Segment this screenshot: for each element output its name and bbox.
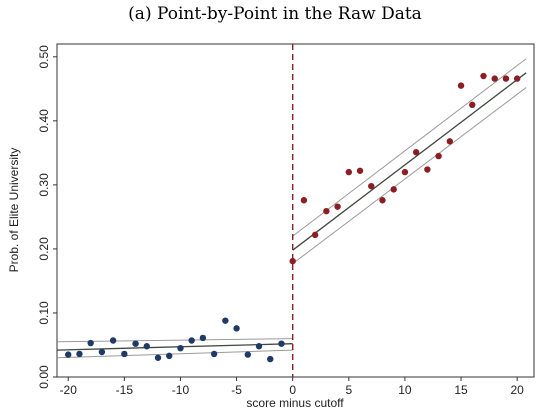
ci-upper-line-right	[292, 58, 527, 237]
data-point-right	[401, 168, 409, 176]
data-point-left	[177, 344, 184, 352]
data-point-right	[424, 166, 431, 173]
fit-line-right	[292, 72, 527, 251]
plot-frame	[56, 43, 535, 378]
x-axis-ticks: -20 -15 -10 -5 0 5 10 15 20	[60, 377, 524, 397]
x-tick-label: 15	[454, 383, 468, 397]
x-tick-label: -20	[60, 383, 78, 397]
chart-title: (a) Point-by-Point in the Raw Data	[128, 4, 422, 24]
x-tick-label: 20	[510, 383, 524, 397]
y-tick-label: 0.10	[37, 301, 51, 325]
y-tick-label: 0.50	[37, 45, 51, 69]
data-point-right	[480, 72, 487, 80]
data-point-right	[345, 168, 353, 176]
data-point-left	[132, 340, 139, 347]
points-layer	[65, 72, 521, 363]
data-point-right	[356, 167, 364, 174]
data-point-left	[76, 350, 83, 358]
data-point-right	[502, 75, 510, 82]
data-point-left	[199, 334, 207, 342]
data-point-right	[379, 197, 386, 204]
y-tick-label: 0.30	[37, 173, 51, 197]
data-point-left	[210, 350, 218, 358]
ci-lower-line-right	[292, 87, 527, 265]
ci-upper-line-left	[56, 338, 293, 343]
data-point-left	[87, 339, 94, 347]
data-point-left	[188, 337, 195, 344]
x-tick-label: 0	[289, 383, 296, 397]
data-point-left	[244, 351, 251, 358]
data-point-right	[390, 186, 397, 193]
data-point-right	[368, 182, 375, 190]
x-tick-label: 5	[345, 383, 352, 397]
fit-line-left	[56, 343, 293, 351]
y-axis-ticks: 0.00 0.10 0.20 0.30 0.40 0.50	[37, 45, 57, 389]
data-point-right	[469, 101, 476, 109]
data-point-right	[334, 203, 341, 210]
fit-lines-layer	[56, 58, 527, 359]
ci-lower-line-left	[56, 349, 293, 359]
x-tick-label: -5	[231, 383, 242, 397]
data-point-right	[412, 149, 420, 156]
data-point-right	[491, 75, 498, 82]
data-point-right	[446, 138, 454, 145]
data-point-right	[311, 231, 319, 239]
y-axis-label: Prob. of Elite University	[7, 148, 21, 273]
data-point-left	[255, 343, 263, 350]
data-point-left	[154, 354, 162, 361]
data-point-left	[166, 352, 173, 360]
x-axis-label: score minus cutoff	[246, 396, 344, 410]
y-tick-label: 0.40	[37, 109, 51, 133]
x-tick-label: -10	[172, 383, 190, 397]
x-tick-label: 10	[398, 383, 412, 397]
x-tick-label: -15	[116, 383, 134, 397]
y-tick-label: 0.20	[37, 237, 51, 261]
data-point-left	[278, 340, 285, 347]
data-point-left	[65, 351, 72, 358]
data-point-left	[121, 350, 128, 358]
data-point-left	[143, 343, 150, 350]
data-point-left	[98, 348, 106, 356]
data-point-right	[323, 207, 330, 215]
data-point-right	[513, 75, 521, 82]
data-point-right	[300, 197, 308, 204]
y-tick-label: 0.00	[37, 365, 51, 389]
data-point-left	[222, 317, 229, 324]
data-point-right	[457, 82, 465, 89]
data-point-right	[289, 257, 296, 265]
data-point-left	[267, 355, 274, 363]
data-point-left	[109, 337, 117, 344]
data-point-left	[233, 325, 240, 332]
data-point-right	[435, 152, 442, 160]
